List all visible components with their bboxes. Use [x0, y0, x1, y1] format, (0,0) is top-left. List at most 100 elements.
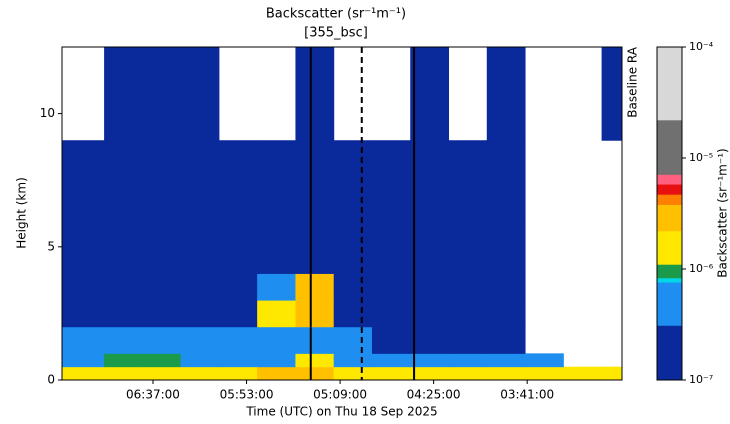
heatmap-cell [62, 353, 105, 368]
heatmap-cell [257, 273, 296, 301]
heatmap-cell [180, 326, 220, 354]
heatmap-cell [257, 300, 296, 328]
y-tick-label: 0 [47, 373, 55, 387]
colorbar-band [657, 230, 682, 265]
x-tick-label: 05:53:00 [220, 388, 274, 402]
heatmap-cell [486, 273, 526, 301]
heatmap-cell [142, 47, 182, 141]
heatmap-cell [371, 300, 411, 328]
colorbar-frame [656, 46, 683, 381]
heatmap-cell [295, 366, 335, 381]
heatmap-cell [410, 47, 450, 141]
colorbar-band [657, 204, 682, 232]
chart-subtitle: [355_bsc] [304, 26, 368, 41]
heatmap-cell [104, 300, 143, 328]
heatmap-cell [295, 326, 335, 354]
heatmap-cell [371, 273, 411, 301]
heatmap-cell [563, 366, 603, 381]
heatmap-cell [104, 353, 143, 368]
x-tick-label: 06:37:00 [126, 388, 180, 402]
heatmap-cell [295, 140, 335, 221]
heatmap-cell [142, 273, 182, 301]
heatmap-cell [257, 366, 296, 381]
heatmap-cell [218, 366, 258, 381]
heatmap-cell [601, 47, 623, 141]
heatmap-cell [333, 273, 373, 301]
colorbar-band [657, 264, 682, 279]
heatmap-cell [333, 366, 373, 381]
heatmap-cell [142, 140, 182, 221]
colorbar-band [657, 194, 682, 205]
x-tick-label: 04:25:00 [407, 388, 461, 402]
heatmap-cell [257, 326, 296, 354]
heatmap-cell [180, 273, 220, 301]
heatmap-cell [218, 326, 258, 354]
heatmap-cell [525, 353, 564, 368]
heatmap-cell [371, 326, 411, 354]
colorbar-tick-label: 10⁻⁴ [689, 40, 714, 53]
heatmap-cell [333, 220, 373, 274]
heatmap-cell [62, 273, 105, 301]
heatmap-cell [448, 366, 488, 381]
heatmap-cell [448, 273, 488, 301]
y-axis-label: Height (km) [15, 177, 29, 248]
heatmap-cell [62, 220, 105, 274]
heatmap-cell [295, 353, 335, 368]
heatmap-cell [448, 353, 488, 368]
heatmap-cell [180, 47, 220, 141]
chart-title: Backscatter (sr⁻¹m⁻¹) [266, 7, 406, 22]
heatmap-cell [333, 353, 373, 368]
colorbar-tick-label: 10⁻⁵ [689, 151, 713, 164]
heatmap-cell [295, 220, 335, 274]
heatmap-cell [218, 300, 258, 328]
heatmap-cell [486, 353, 526, 368]
x-tick-label: 03:41:00 [500, 388, 554, 402]
heatmap-cell [104, 47, 143, 141]
heatmap-cell [218, 353, 258, 368]
heatmap-cell [601, 366, 623, 381]
heatmap-cell [104, 220, 143, 274]
x-tick-label: 05:09:00 [313, 388, 367, 402]
heatmap-cell [486, 300, 526, 328]
x-axis-label: Time (UTC) on Thu 18 Sep 2025 [245, 405, 437, 419]
heatmap-cell [142, 300, 182, 328]
colorbar-band [657, 184, 682, 195]
heatmap-cell [448, 140, 488, 221]
heatmap-cell [295, 47, 335, 141]
heatmap-cell [180, 353, 220, 368]
heatmap-cell [410, 273, 450, 301]
y-tick-label: 5 [47, 239, 55, 253]
heatmap-cell [104, 140, 143, 221]
heatmap-cell [333, 326, 373, 354]
heatmap-cell [333, 300, 373, 328]
heatmap-cell [448, 300, 488, 328]
heatmap-cell [410, 300, 450, 328]
heatmap-cell [180, 300, 220, 328]
heatmap-cell [410, 140, 450, 221]
heatmap-cell [180, 140, 220, 221]
heatmap-cell [410, 353, 450, 368]
heatmap-cell [371, 220, 411, 274]
right-label: Baseline RA [626, 46, 640, 118]
colorbar-label: Backscatter (sr⁻¹m⁻¹) [716, 148, 730, 277]
heatmap-cell [142, 326, 182, 354]
colorbar-tick-label: 10⁻⁶ [689, 262, 714, 275]
heatmap-cell [333, 140, 373, 221]
heatmap-cell [142, 366, 182, 381]
colorbar-band [657, 325, 682, 381]
heatmap-cell [142, 353, 182, 368]
heatmap-cell [257, 140, 296, 221]
heatmap-cell [371, 353, 411, 368]
heatmap-cell [486, 47, 526, 141]
colorbar-band [657, 119, 682, 175]
heatmap-cell [104, 273, 143, 301]
heatmap-cell [295, 273, 335, 301]
heatmap-cell [180, 366, 220, 381]
plot-frame [61, 46, 623, 381]
colorbar-tick-label: 10⁻⁷ [689, 373, 713, 386]
heatmap-cell [62, 326, 105, 354]
heatmap-cell [486, 140, 526, 221]
heatmap-cell [62, 300, 105, 328]
heatmap-cell [371, 366, 411, 381]
